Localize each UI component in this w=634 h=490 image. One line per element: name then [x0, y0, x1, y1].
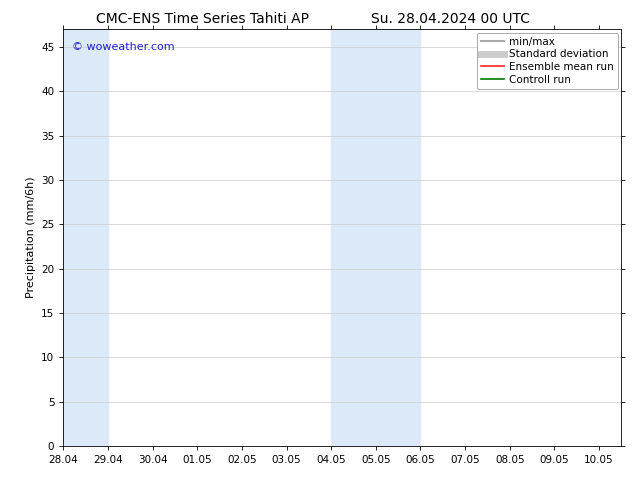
Text: Su. 28.04.2024 00 UTC: Su. 28.04.2024 00 UTC: [371, 12, 529, 26]
Bar: [63, 29, 108, 446]
Legend: min/max, Standard deviation, Ensemble mean run, Controll run: min/max, Standard deviation, Ensemble me…: [477, 32, 618, 89]
Text: CMC-ENS Time Series Tahiti AP: CMC-ENS Time Series Tahiti AP: [96, 12, 309, 26]
Y-axis label: Precipitation (mm/6h): Precipitation (mm/6h): [25, 177, 36, 298]
Bar: [331, 29, 376, 446]
Text: © woweather.com: © woweather.com: [72, 42, 174, 52]
Bar: [376, 29, 420, 446]
